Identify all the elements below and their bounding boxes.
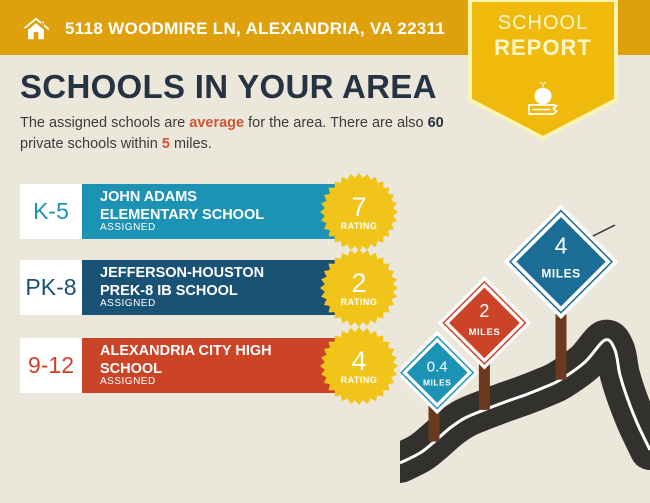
svg-text:MILES: MILES: [541, 267, 580, 281]
svg-text:0.4: 0.4: [427, 359, 448, 376]
svg-text:4: 4: [555, 233, 568, 259]
svg-text:2: 2: [479, 301, 489, 321]
svg-text:MILES: MILES: [423, 378, 451, 388]
svg-text:MILES: MILES: [469, 327, 501, 338]
